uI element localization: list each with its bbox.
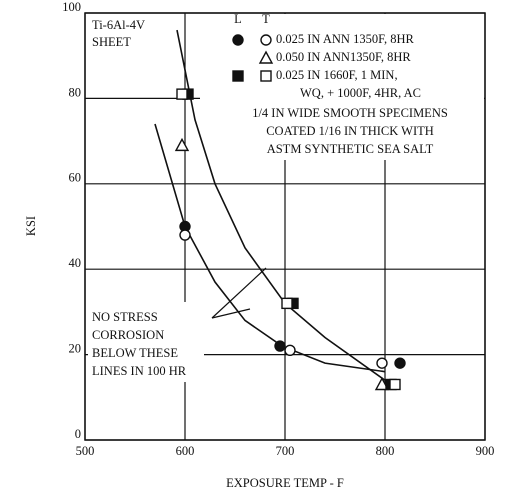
legend-marker: [260, 70, 272, 82]
legend-marker: [258, 50, 274, 64]
legend-header: T: [262, 12, 270, 26]
x-axis-label: EXPOSURE TEMP - F: [226, 476, 344, 490]
legend-entry: 0.050 IN ANN1350F, 8HR: [276, 50, 411, 64]
legend-entry: 0.025 IN ANN 1350F, 8HR: [276, 32, 415, 46]
annotation-arrow: [211, 308, 251, 319]
legend-header: L: [234, 12, 242, 26]
y-tick-label: 0: [75, 427, 81, 441]
point: [179, 229, 191, 241]
y-tick-label: 40: [69, 256, 82, 270]
y-tick-label: 100: [62, 0, 81, 14]
y-axis-label: KSI: [24, 216, 38, 236]
legend-marker: [260, 34, 272, 46]
y-tick-label: 20: [69, 341, 82, 355]
point: [394, 357, 406, 369]
x-tick-label: 500: [76, 444, 95, 458]
x-tick-label: 600: [176, 444, 195, 458]
title-box: [86, 14, 156, 56]
point: [389, 378, 401, 391]
x-tick-label: 800: [376, 444, 395, 458]
y-tick-label: 80: [69, 85, 82, 99]
curve: [176, 29, 386, 381]
point: [284, 344, 296, 357]
annotation: BELOW THESE: [92, 346, 178, 360]
annotation-arrow: [211, 267, 267, 319]
point: [176, 88, 188, 100]
note: 1/4 IN WIDE SMOOTH SPECIMENS: [252, 106, 448, 120]
point: [274, 340, 286, 352]
y-tick-label: 60: [69, 171, 82, 185]
legend-box: [200, 14, 484, 160]
annotation-box: [88, 302, 204, 382]
chart-title: SHEET: [92, 35, 131, 49]
annotation: NO STRESS: [92, 310, 158, 324]
plot-frame: [84, 12, 486, 441]
note: COATED 1/16 IN THICK WITH: [266, 124, 434, 138]
point: [374, 377, 390, 391]
chart-title: Ti-6Al-4V: [92, 18, 145, 32]
legend-entry: 0.025 IN 1660F, 1 MIN,: [276, 68, 398, 82]
point: [281, 297, 293, 310]
annotation: LINES IN 100 HR: [92, 364, 187, 378]
x-tick-label: 700: [276, 444, 295, 458]
legend-entry: WQ, + 1000F, 4HR, AC: [300, 86, 421, 100]
point: [376, 357, 388, 369]
point: [174, 137, 190, 152]
note: ASTM SYNTHETIC SEA SALT: [267, 142, 434, 156]
x-tick-label: 900: [476, 444, 495, 458]
legend-marker: [232, 34, 244, 46]
legend-marker: [232, 70, 244, 82]
annotation: CORROSION: [92, 328, 164, 342]
